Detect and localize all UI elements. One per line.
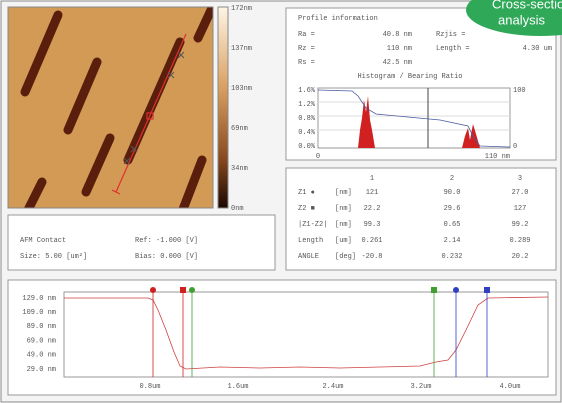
param-value: 40.8 nm [383,31,412,39]
profile-x-label: 1.6um [227,383,248,391]
profile-x-label: 0.8um [139,383,160,391]
column-header: 3 [518,175,522,183]
cell-value: 0.65 [444,221,461,229]
scale-label: 0nm [231,205,244,213]
param-label: Rz = [298,45,315,53]
cell-value: 0.289 [509,237,530,245]
hist-y-label: 1.2% [298,101,316,109]
param-label: Rzjis = [436,31,465,39]
cell-value: -20.8 [361,253,382,261]
profile-x-label: 2.4um [322,383,343,391]
param-value: 110 nm [387,45,412,53]
scale-label: 34nm [231,165,248,173]
scale-label: 69nm [231,125,248,133]
cell-value: 27.0 [512,189,529,197]
badge: Cross-section analysis [466,0,562,36]
scale-label: 103nm [231,85,252,93]
profile-y-label: 129.0 nm [22,295,56,303]
row-name: Z2 ■ [298,205,315,213]
hist-y2-label: 100 [513,87,526,95]
row-unit: [nm] [335,205,352,213]
badge-line: Cross-section [492,0,562,11]
profile-plot [63,287,549,378]
cell-value: 99.2 [512,221,529,229]
profile-x-label: 4.0um [499,383,520,391]
info-text: Size: 5.00 [um²] [20,253,87,261]
row-name: Length [298,237,323,245]
hist-y-label: 1.6% [298,87,316,95]
profile-y-label: 109.0 nm [22,309,56,317]
measurement-table [285,167,557,271]
profile-y-label: 69.0 nm [27,337,56,345]
row-unit: [um] [335,237,352,245]
column-header: 2 [450,175,454,183]
info-text: AFM Contact [20,237,66,245]
param-label: Length = [436,45,470,53]
param-value: 4.30 um [523,45,552,53]
column-header: 1 [370,175,374,183]
hist-y-label: 0.4% [298,129,316,137]
cell-value: 2.14 [444,237,461,245]
cell-value: 127 [514,205,527,213]
param-value: 42.5 nm [383,59,412,67]
hist-y-label: 0.8% [298,115,316,123]
scale-label: 137nm [231,45,252,53]
scale-label: 172nm [231,5,252,13]
profile-y-label: 49.0 nm [27,352,56,360]
hist-y2-label: 0 [513,143,517,151]
cell-value: 99.3 [364,221,381,229]
row-name: Z1 ● [298,189,315,197]
info-text: Ref: -1.000 [V] [135,237,198,245]
cell-value: 20.2 [512,253,529,261]
profile-y-label: 89.0 nm [27,323,56,331]
badge-line: analysis [498,12,545,27]
cell-value: 0.232 [441,253,462,261]
info-text: Bias: 0.000 [V] [135,253,198,261]
color-scale [217,6,229,209]
row-name: |Z1-Z2| [298,221,327,229]
info-panel [7,214,276,271]
profile-y-label: 29.0 nm [27,366,56,374]
hist-y-label: 0.0% [298,143,316,151]
param-label: Rs = [298,59,315,67]
cell-value: 22.2 [364,205,381,213]
hist-x-label: 110 nm [485,153,510,161]
row-unit: [nm] [335,221,352,229]
panel-title: Profile information [298,15,378,23]
afm-image [8,7,213,208]
cell-value: 121 [366,189,379,197]
row-name: ANGLE [298,253,319,261]
cell-value: 90.0 [444,189,461,197]
histogram-title: Histogram / Bearing Ratio [357,73,462,81]
cell-value: 29.6 [444,205,461,213]
param-label: Ra = [298,31,315,39]
hist-x-label: 0 [316,153,320,161]
profile-x-label: 3.2um [410,383,431,391]
image-frame [7,6,214,209]
row-unit: [deg] [335,253,356,261]
row-unit: [nm] [335,189,352,197]
cell-value: 0.261 [361,237,382,245]
histogram-plot [317,87,511,149]
